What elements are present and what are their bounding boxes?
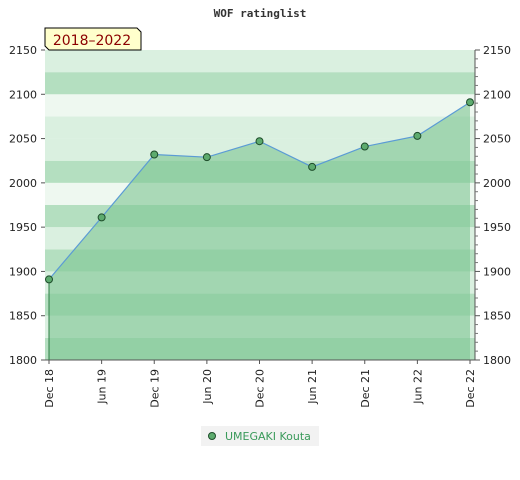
data-point [150,150,159,159]
legend: UMEGAKI Kouta [201,426,319,446]
y-tick-label-left: 1800 [9,354,37,367]
data-point [308,162,317,171]
x-tick-label: Dec 21 [359,369,372,408]
legend-box [201,426,319,446]
x-tick-label: Dec 20 [254,369,267,408]
data-point [202,153,211,162]
y-tick-label-right: 2150 [483,44,511,57]
chart-title: WOF ratinglist [214,7,307,20]
background-band [45,94,475,117]
y-tick-label-left: 1900 [9,265,37,278]
x-tick-label: Dec 19 [148,369,161,408]
y-tick-label-right: 2100 [483,88,511,101]
x-tick-label: Jun 21 [306,369,319,405]
axes: 1800 1800 1850 1850 1900 1900 1950 1950 2000 2000… [9,44,511,408]
data-point [466,98,474,107]
period-badge-text: 2018–2022 [53,33,131,49]
y-tick-label-left: 1850 [9,310,37,323]
y-tick-label-left: 2000 [9,177,37,190]
y-tick-label-left: 2100 [9,88,37,101]
y-tick-label-right: 1900 [483,265,511,278]
y-tick-label-right: 1950 [483,221,511,234]
x-tick-label: Dec 18 [43,369,56,408]
data-point [360,142,369,151]
area-fill-layer [49,102,470,360]
background-band [45,72,475,95]
x-tick-label: Jun 19 [96,369,109,405]
y-tick-label-right: 1800 [483,354,511,367]
y-tick-label-left: 2150 [9,44,37,57]
x-tick-label: Jun 22 [411,369,424,405]
series-area [49,102,470,360]
data-point [255,137,264,146]
data-markers [45,98,474,284]
background-band [45,50,475,73]
data-point [97,213,106,222]
data-point [413,131,422,140]
y-tick-label-right: 2000 [483,177,511,190]
background-band [45,116,475,139]
y-tick-label-right: 2050 [483,133,511,146]
y-tick-label-right: 1850 [483,310,511,323]
y-tick-label-left: 1950 [9,221,37,234]
x-tick-label: Dec 22 [464,369,477,408]
x-tick-label: Jun 20 [201,369,214,405]
y-tick-label-left: 2050 [9,133,37,146]
period-badge: 2018–2022 [44,27,142,51]
data-point [45,275,53,284]
legend-series-label: UMEGAKI Kouta [225,430,311,443]
legend-marker-icon [208,432,216,440]
